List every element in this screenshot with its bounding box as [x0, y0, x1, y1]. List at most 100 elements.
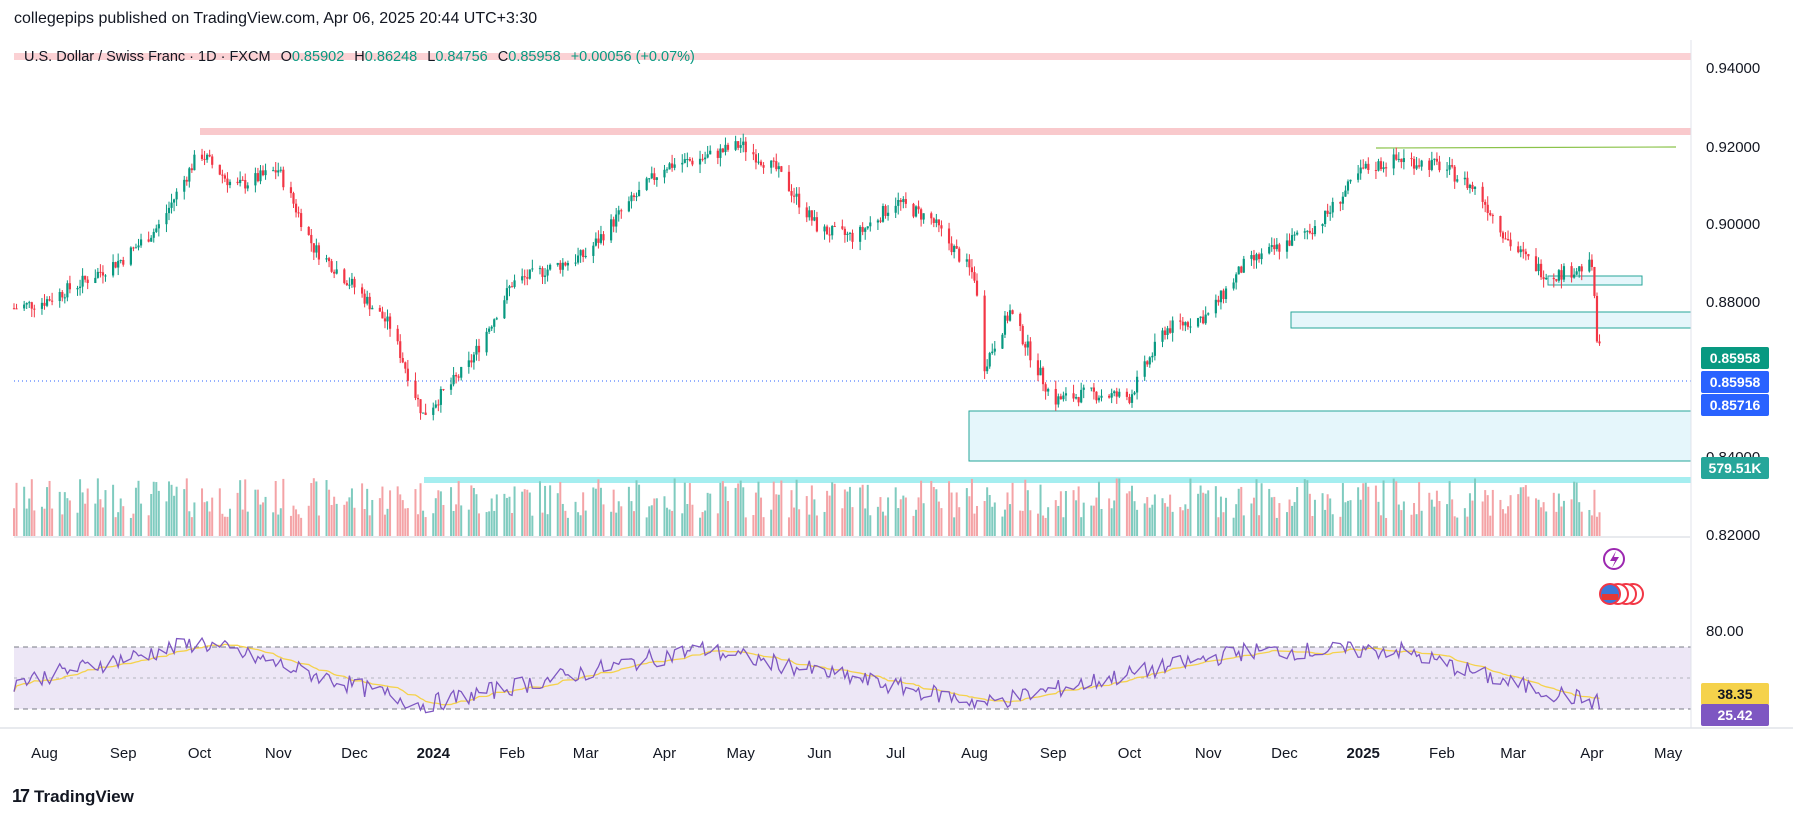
candle-body: [236, 181, 239, 184]
candle-body: [932, 218, 935, 223]
volume-bar: [828, 495, 831, 536]
candle-body: [1412, 158, 1416, 169]
candle-body: [541, 268, 544, 277]
candle-body: [223, 175, 226, 179]
candle-body: [912, 203, 915, 217]
candle-body: [754, 154, 758, 163]
volume-bar: [274, 481, 277, 536]
volume-bar: [993, 502, 996, 536]
volume-bar: [389, 490, 392, 536]
volume-bar: [1021, 510, 1024, 536]
volume-bar: [777, 494, 780, 536]
candle-body: [1184, 322, 1187, 326]
candle-body: [1133, 392, 1136, 395]
volume-bar: [1463, 508, 1466, 536]
volume-bar: [495, 494, 498, 536]
low-value: 0.84756: [435, 49, 488, 65]
demand-zone[interactable]: [968, 410, 1692, 462]
volume-bar: [526, 489, 529, 536]
volume-bar: [173, 495, 176, 536]
candle-body: [96, 271, 99, 278]
candle-body: [203, 158, 206, 160]
volume-bar: [399, 494, 402, 536]
volume-bar: [1184, 504, 1187, 536]
volume-bar: [1562, 500, 1565, 536]
volume-bar: [206, 501, 209, 536]
time-tick: 2024: [416, 745, 450, 762]
volume-bar: [493, 510, 496, 536]
volume-bar: [1199, 485, 1202, 536]
volume-bar: [734, 487, 737, 536]
candle-body: [345, 283, 348, 286]
volume-bar: [1552, 492, 1555, 536]
candle-body: [1593, 266, 1596, 296]
volume-bar: [185, 478, 188, 536]
volume-bar: [1580, 511, 1583, 536]
candle-body: [528, 269, 531, 279]
volume-bar: [1367, 486, 1370, 536]
candle-body: [841, 226, 844, 229]
candle-body: [152, 231, 155, 238]
volume-bar: [30, 479, 33, 536]
volume-bar: [343, 504, 346, 536]
volume-bar: [1214, 486, 1217, 536]
candle-body: [1481, 186, 1484, 202]
volume-bar: [485, 512, 488, 536]
volume-bar: [831, 482, 834, 536]
event-icons[interactable]: [1599, 548, 1644, 605]
volume-bar: [688, 483, 691, 536]
volume-bar: [950, 492, 953, 536]
candle-body: [1011, 310, 1014, 314]
volume-bar: [917, 497, 920, 536]
candle-body: [1041, 367, 1045, 385]
volume-bar: [297, 514, 300, 536]
candle-body: [1235, 274, 1238, 283]
volume-bar: [1489, 515, 1492, 536]
volume-bar: [1001, 516, 1004, 536]
volume-bar: [602, 504, 605, 536]
candle-body: [739, 145, 742, 148]
candle-body: [1163, 330, 1167, 335]
candle-body: [1019, 313, 1022, 326]
volume-bar: [104, 490, 107, 536]
support-line[interactable]: [424, 477, 1691, 483]
volume-bar: [46, 487, 49, 536]
volume-bar: [861, 484, 864, 536]
volume-bar: [25, 508, 28, 536]
candle-body: [937, 219, 940, 226]
volume-bar: [101, 507, 104, 536]
candle-body: [833, 226, 836, 228]
volume-bar: [615, 512, 618, 536]
volume-bar: [1402, 501, 1405, 536]
candle-body: [1374, 169, 1378, 171]
candle-body: [1331, 201, 1334, 213]
volume-bar: [254, 489, 257, 536]
consolidation-box[interactable]: [1290, 311, 1692, 329]
candle-body: [564, 262, 567, 266]
volume-bar: [757, 481, 760, 536]
volume-bar: [668, 509, 671, 536]
volume-bar: [1232, 517, 1235, 536]
candle-body: [23, 304, 26, 309]
resistance-line-092[interactable]: [200, 128, 1691, 135]
candle-body: [1456, 179, 1459, 182]
candle-body: [645, 178, 648, 190]
candle-body: [277, 170, 280, 173]
change-value: +0.00056 (+0.07%): [570, 49, 695, 65]
candle-body: [404, 362, 407, 369]
candle-body: [68, 283, 71, 290]
volume-bar: [1341, 483, 1344, 536]
top-trendline[interactable]: [1375, 146, 1677, 149]
candle-body: [244, 179, 247, 189]
resistance-line-top[interactable]: [14, 53, 1691, 60]
candle-body: [472, 354, 476, 363]
volume-bar: [1499, 499, 1502, 536]
volume-bar: [904, 497, 907, 536]
candle-body: [137, 245, 140, 248]
candle-body: [1430, 159, 1433, 170]
volume-bar: [439, 491, 442, 536]
volume-bar: [795, 479, 798, 536]
candle-body: [333, 271, 336, 274]
candle-body: [1113, 391, 1116, 394]
